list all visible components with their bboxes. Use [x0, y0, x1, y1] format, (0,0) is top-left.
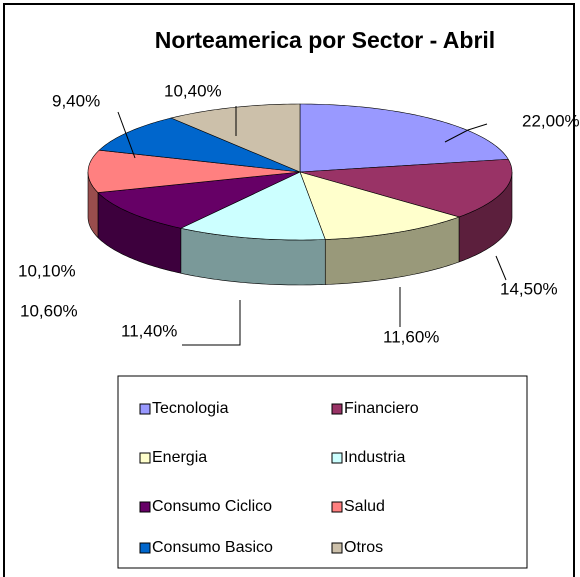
legend-label: Financiero [344, 400, 419, 417]
data-label: 11,40% [121, 321, 177, 340]
legend-label: Otros [344, 539, 383, 556]
legend-swatch [139, 501, 151, 513]
slice [299, 158, 513, 218]
legend-swatch [331, 403, 343, 415]
slice [170, 103, 301, 173]
slice [299, 103, 509, 173]
legend-swatch [331, 501, 343, 513]
legend-label: Consumo Basico [152, 539, 273, 556]
data-label: 11,60% [383, 327, 439, 346]
slice [299, 171, 461, 240]
legend-swatch [139, 452, 151, 464]
leader-line [182, 300, 241, 346]
legend-label: Industria [344, 449, 405, 466]
legend-swatch [331, 452, 343, 464]
slice [87, 149, 301, 193]
legend-label: Salud [344, 498, 385, 515]
leader-line [444, 123, 488, 143]
legend-box [117, 375, 528, 569]
chart-title: Norteamerica por Sector - Abril [155, 27, 495, 53]
legend-label: Energia [152, 449, 207, 466]
leader-line [117, 111, 136, 159]
data-label: 14,50% [500, 279, 558, 298]
legend-label: Tecnologia [152, 400, 229, 417]
data-label: 9,40% [52, 91, 100, 110]
legend-label: Consumo Ciclico [152, 498, 272, 515]
legend-swatch [139, 403, 151, 415]
leader-line [495, 255, 507, 281]
data-label: 22,00% [522, 111, 580, 130]
slice [179, 171, 326, 241]
data-label: 10,10% [18, 261, 76, 280]
legend-swatch [139, 542, 151, 554]
legend-swatch [331, 542, 343, 554]
data-label: 10,60% [20, 301, 78, 320]
data-label: 10,40% [164, 81, 222, 100]
slice [97, 171, 301, 229]
slice [98, 117, 301, 173]
